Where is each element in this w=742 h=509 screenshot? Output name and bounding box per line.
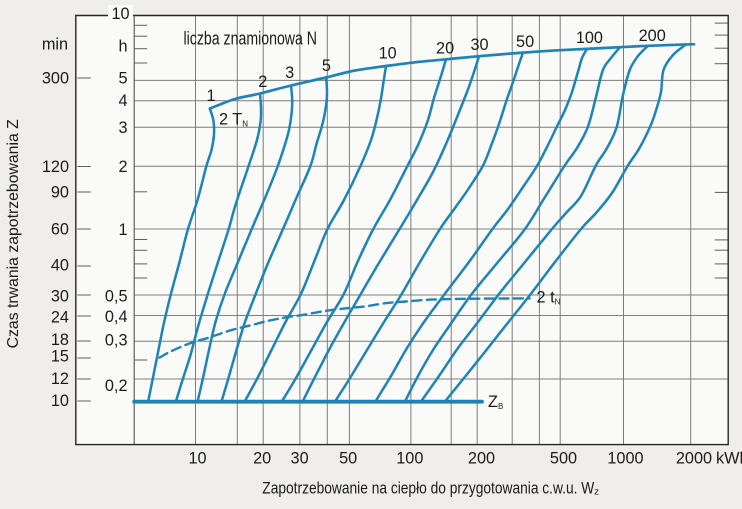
svg-text:40: 40 <box>51 257 69 275</box>
svg-text:18: 18 <box>51 331 69 349</box>
svg-text:500: 500 <box>550 450 577 468</box>
svg-text:min: min <box>42 36 68 54</box>
svg-text:50: 50 <box>516 33 534 51</box>
svg-text:90: 90 <box>51 184 69 202</box>
svg-text:0,4: 0,4 <box>105 308 128 326</box>
svg-text:2: 2 <box>258 73 267 91</box>
svg-text:h: h <box>118 38 127 56</box>
svg-text:3: 3 <box>285 64 294 82</box>
svg-text:200: 200 <box>639 27 666 45</box>
svg-text:30: 30 <box>291 450 309 468</box>
svg-text:1: 1 <box>118 221 127 239</box>
svg-text:Zapotrzebowanie na ciepło do p: Zapotrzebowanie na ciepło do przygotowan… <box>262 479 599 498</box>
svg-text:1000: 1000 <box>607 450 643 468</box>
svg-text:100: 100 <box>576 29 603 47</box>
svg-text:3: 3 <box>118 119 127 137</box>
svg-text:liczba znamionowa N: liczba znamionowa N <box>184 29 318 49</box>
svg-text:60: 60 <box>51 221 69 239</box>
svg-text:120: 120 <box>42 158 69 176</box>
svg-text:5: 5 <box>118 70 127 88</box>
svg-text:12: 12 <box>51 370 69 388</box>
svg-text:30: 30 <box>51 288 69 306</box>
svg-text:2 TN: 2 TN <box>219 111 248 129</box>
svg-text:2000: 2000 <box>676 450 712 468</box>
svg-text:4: 4 <box>118 92 127 110</box>
svg-text:20: 20 <box>436 40 454 58</box>
svg-text:300: 300 <box>42 70 69 88</box>
svg-text:100: 100 <box>396 450 423 468</box>
svg-text:10: 10 <box>188 450 206 468</box>
svg-text:0,5: 0,5 <box>105 288 128 306</box>
svg-text:50: 50 <box>339 450 357 468</box>
svg-text:2 tN: 2 tN <box>537 289 561 307</box>
svg-text:0,2: 0,2 <box>105 377 128 395</box>
svg-text:24: 24 <box>51 308 69 326</box>
svg-text:5: 5 <box>322 57 331 75</box>
svg-text:10: 10 <box>379 44 397 62</box>
svg-text:20: 20 <box>253 450 271 468</box>
svg-text:2: 2 <box>118 158 127 176</box>
svg-text:Czas trwania zapotrzebowania Z: Czas trwania zapotrzebowania Z <box>5 119 22 349</box>
svg-text:10: 10 <box>111 5 129 23</box>
svg-text:0,3: 0,3 <box>105 332 128 350</box>
svg-text:kWh: kWh <box>716 450 742 468</box>
svg-text:1: 1 <box>206 87 215 105</box>
svg-text:10: 10 <box>51 392 69 410</box>
svg-text:30: 30 <box>470 36 488 54</box>
svg-text:200: 200 <box>468 450 495 468</box>
svg-text:15: 15 <box>51 348 69 366</box>
